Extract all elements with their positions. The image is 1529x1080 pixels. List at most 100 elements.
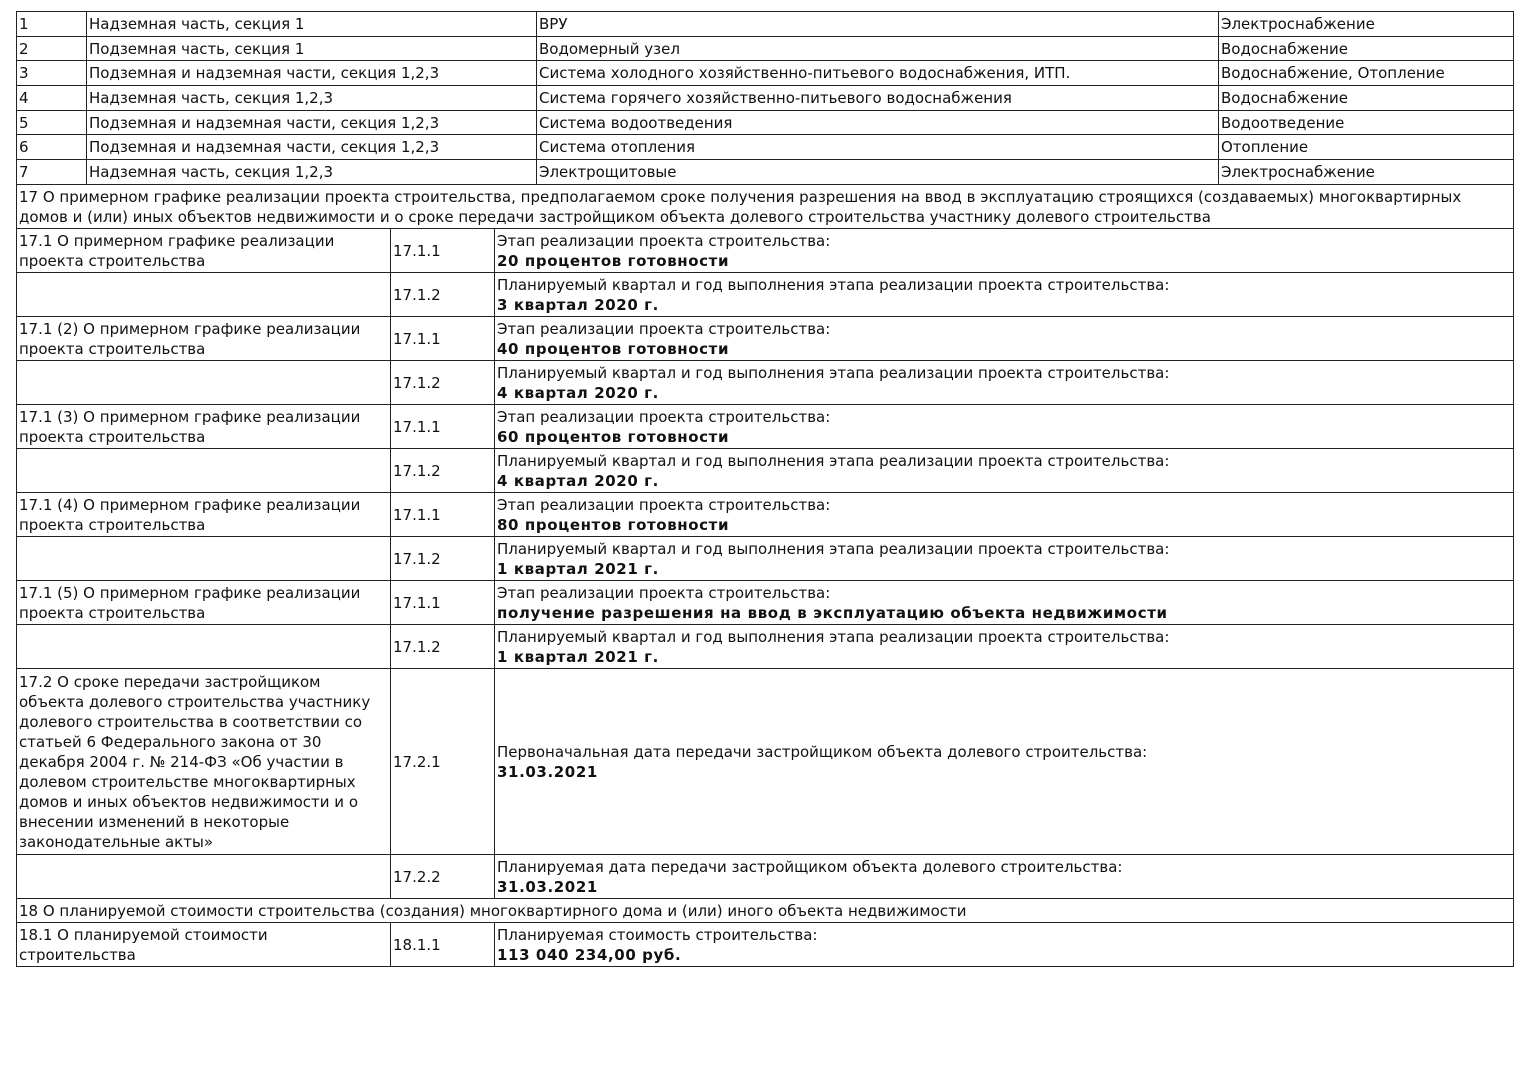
equipment-type-cell: Электроснабжение bbox=[1218, 159, 1514, 185]
quarter-cell: Планируемый квартал и год выполнения эта… bbox=[494, 360, 1514, 405]
equipment-system-cell: Электрощитовые bbox=[536, 159, 1219, 185]
quarter-code: 17.1.2 bbox=[390, 448, 495, 493]
equipment-row: 4 Надземная часть, секция 1,2,3 Система го… bbox=[16, 85, 1514, 111]
equipment-system-cell: Система отопления bbox=[536, 134, 1219, 161]
stage-label: Этап реализации проекта строительства: bbox=[497, 495, 831, 514]
stage-title: 17.1 (4) О примерном графике реализации … bbox=[16, 492, 391, 537]
transfer-title: 17.2 О сроке передачи застройщиком объек… bbox=[16, 668, 391, 855]
section-17-title: 17 О примерном графике реализации проект… bbox=[16, 184, 1514, 229]
quarter-cell: Планируемый квартал и год выполнения эта… bbox=[494, 536, 1514, 581]
quarter-value: 3 квартал 2020 г. bbox=[497, 295, 659, 314]
transfer-cell-2: Планируемая дата передачи застройщиком о… bbox=[494, 854, 1514, 899]
equipment-num-cell: 7 bbox=[16, 159, 87, 185]
stage-value: 80 процентов готовности bbox=[497, 515, 730, 534]
equipment-location-cell: Подземная и надземная части, секция 1,2,… bbox=[86, 109, 537, 136]
quarter-code: 17.1.2 bbox=[390, 272, 495, 317]
equipment-row: 3 Подземная и надземная части, секция 1,2… bbox=[16, 60, 1514, 87]
stage-title: 17.1 (2) О примерном графике реализации … bbox=[16, 316, 391, 361]
transfer-code-1: 17.2.1 bbox=[390, 668, 495, 855]
equipment-num-cell: 6 bbox=[16, 134, 87, 161]
stage-row: 17.1 (2) О примерном графике реализации … bbox=[16, 316, 1514, 361]
quarter-row: 17.1.2 Планируемый квартал и год выполне… bbox=[16, 536, 1514, 581]
equipment-type-cell: Отопление bbox=[1218, 134, 1514, 161]
stage-value: 20 процентов готовности bbox=[497, 251, 730, 270]
section-18-header-row: 18 О планируемой стоимости строительства… bbox=[16, 898, 1514, 923]
equipment-type-cell: Электроснабжение bbox=[1218, 11, 1514, 37]
equipment-num-cell: 2 bbox=[16, 35, 87, 62]
stage-value: 40 процентов готовности bbox=[497, 339, 730, 358]
stage-title: 17.1 О примерном графике реализации прое… bbox=[16, 228, 391, 273]
transfer-row-1: 17.2 О сроке передачи застройщиком объек… bbox=[16, 668, 1514, 855]
cost-title: 18.1 О планируемой стоимости строительст… bbox=[16, 922, 391, 967]
quarter-value: 1 квартал 2021 г. bbox=[497, 559, 659, 578]
stage-code: 17.1.1 bbox=[390, 580, 495, 625]
quarter-row: 17.1.2 Планируемый квартал и год выполне… bbox=[16, 360, 1514, 405]
stage-code: 17.1.1 bbox=[390, 404, 495, 449]
transfer-cell-1: Первоначальная дата передачи застройщико… bbox=[494, 668, 1514, 855]
quarter-label: Планируемый квартал и год выполнения эта… bbox=[497, 627, 1170, 646]
transfer-label-1: Первоначальная дата передачи застройщико… bbox=[497, 742, 1148, 761]
stage-row: 17.1 О примерном графике реализации прое… bbox=[16, 228, 1514, 273]
equipment-location-cell: Подземная часть, секция 1 bbox=[86, 35, 537, 62]
stage-code: 17.1.1 bbox=[390, 228, 495, 273]
equipment-location-cell: Надземная часть, секция 1,2,3 bbox=[86, 85, 537, 111]
stage-value: получение разрешения на ввод в эксплуата… bbox=[497, 603, 1168, 622]
cost-code: 18.1.1 bbox=[390, 922, 495, 967]
section-18-title: 18 О планируемой стоимости строительства… bbox=[16, 898, 1514, 923]
empty-cell bbox=[16, 854, 391, 899]
stage-cell: Этап реализации проекта строительства: 60… bbox=[494, 404, 1514, 449]
equipment-location-cell: Надземная часть, секция 1 bbox=[86, 11, 537, 37]
quarter-value: 4 квартал 2020 г. bbox=[497, 471, 659, 490]
stage-code: 17.1.1 bbox=[390, 492, 495, 537]
transfer-row-2: 17.2.2 Планируемая дата передачи застрой… bbox=[16, 854, 1514, 899]
cost-value: 113 040 234,00 руб. bbox=[497, 945, 682, 964]
equipment-row: 1 Надземная часть, секция 1 ВРУ Электроснаб… bbox=[16, 11, 1514, 37]
equipment-system-cell: ВРУ bbox=[536, 11, 1219, 37]
quarter-value: 4 квартал 2020 г. bbox=[497, 383, 659, 402]
stage-row: 17.1 (4) О примерном графике реализации … bbox=[16, 492, 1514, 537]
equipment-row: 2 Подземная часть, секция 1 Водомерный узе… bbox=[16, 35, 1514, 62]
stage-cell: Этап реализации проекта строительства: 40… bbox=[494, 316, 1514, 361]
stage-cell: Этап реализации проекта строительства: 80… bbox=[494, 492, 1514, 537]
stage-label: Этап реализации проекта строительства: bbox=[497, 583, 831, 602]
stage-cell: Этап реализации проекта строительства: по… bbox=[494, 580, 1514, 625]
empty-cell bbox=[16, 536, 391, 581]
equipment-num-cell: 4 bbox=[16, 85, 87, 111]
quarter-label: Планируемый квартал и год выполнения эта… bbox=[497, 275, 1170, 294]
transfer-label-2: Планируемая дата передачи застройщиком о… bbox=[497, 857, 1123, 876]
equipment-type-cell: Водоснабжение bbox=[1218, 85, 1514, 111]
equipment-type-cell: Водоснабжение bbox=[1218, 35, 1514, 62]
empty-cell bbox=[16, 448, 391, 493]
quarter-code: 17.1.2 bbox=[390, 536, 495, 581]
quarter-row: 17.1.2 Планируемый квартал и год выполне… bbox=[16, 624, 1514, 669]
quarter-cell: Планируемый квартал и год выполнения эта… bbox=[494, 624, 1514, 669]
stage-label: Этап реализации проекта строительства: bbox=[497, 407, 831, 426]
equipment-table: 1 Надземная часть, секция 1 ВРУ Электроснаб… bbox=[16, 11, 1514, 185]
quarter-cell: Планируемый квартал и год выполнения эта… bbox=[494, 272, 1514, 317]
stage-row: 17.1 (5) О примерном графике реализации … bbox=[16, 580, 1514, 625]
quarter-row: 17.1.2 Планируемый квартал и год выполне… bbox=[16, 272, 1514, 317]
quarter-label: Планируемый квартал и год выполнения эта… bbox=[497, 451, 1170, 470]
empty-cell bbox=[16, 360, 391, 405]
quarter-value: 1 квартал 2021 г. bbox=[497, 647, 659, 666]
equipment-system-cell: Система горячего хозяйственно-питьевого … bbox=[536, 85, 1219, 111]
stage-value: 60 процентов готовности bbox=[497, 427, 730, 446]
cost-cell: Планируемая стоимость строительства: 113 … bbox=[494, 922, 1514, 967]
equipment-system-cell: Водомерный узел bbox=[536, 35, 1219, 62]
stage-label: Этап реализации проекта строительства: bbox=[497, 319, 831, 338]
transfer-date-2: 31.03.2021 bbox=[497, 877, 598, 896]
schedule-table: 17 О примерном графике реализации проект… bbox=[16, 184, 1514, 967]
empty-cell bbox=[16, 272, 391, 317]
empty-cell bbox=[16, 624, 391, 669]
quarter-code: 17.1.2 bbox=[390, 360, 495, 405]
equipment-location-cell: Подземная и надземная части, секция 1,2,… bbox=[86, 134, 537, 161]
quarter-cell: Планируемый квартал и год выполнения эта… bbox=[494, 448, 1514, 493]
quarter-label: Планируемый квартал и год выполнения эта… bbox=[497, 363, 1170, 382]
equipment-type-cell: Водоснабжение, Отопление bbox=[1218, 60, 1514, 87]
equipment-system-cell: Система холодного хозяйственно-питьевого… bbox=[536, 60, 1219, 87]
cost-row: 18.1 О планируемой стоимости строительст… bbox=[16, 922, 1514, 967]
equipment-type-cell: Водоотведение bbox=[1218, 109, 1514, 136]
transfer-date-1: 31.03.2021 bbox=[497, 762, 598, 781]
equipment-num-cell: 5 bbox=[16, 109, 87, 136]
section-17-header-row: 17 О примерном графике реализации проект… bbox=[16, 184, 1514, 229]
